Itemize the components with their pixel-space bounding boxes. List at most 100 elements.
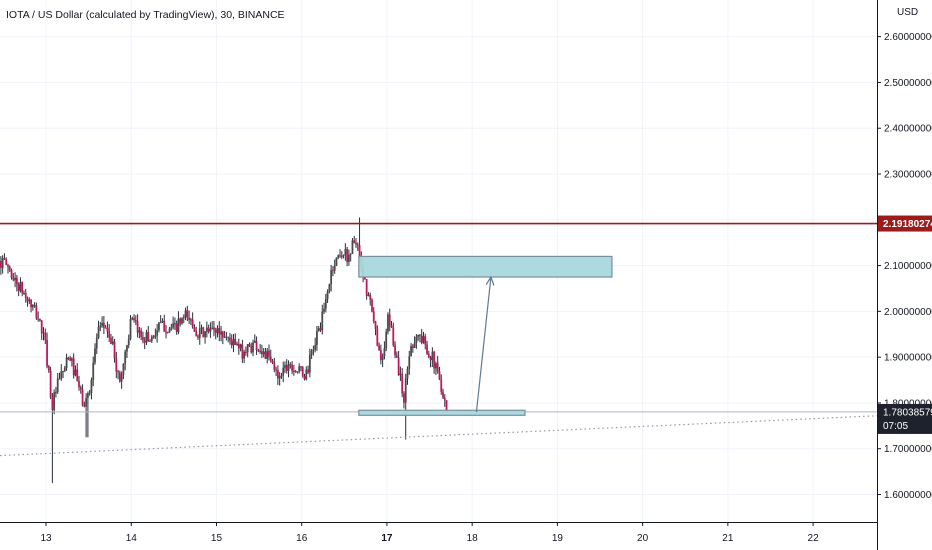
- candle-body: [67, 357, 70, 359]
- candle-body: [259, 351, 262, 353]
- candle: [223, 330, 226, 339]
- candle-body: [28, 299, 31, 302]
- candle-countdown: 07:05: [883, 421, 908, 432]
- candle-body: [225, 336, 228, 338]
- candle: [209, 322, 212, 338]
- candle-body: [319, 328, 322, 331]
- projection-arrow-line[interactable]: [475, 276, 492, 413]
- candle: [369, 292, 372, 306]
- support-zone[interactable]: [358, 409, 526, 416]
- candle-body: [429, 357, 432, 361]
- candle-body: [140, 330, 143, 338]
- candle: [419, 334, 421, 343]
- candle-body: [191, 319, 194, 328]
- candle-body: [294, 370, 297, 373]
- candle-body: [161, 320, 164, 323]
- candle-body: [0, 261, 2, 268]
- candle: [367, 292, 370, 297]
- candle-body: [260, 351, 263, 355]
- candle: [216, 325, 219, 338]
- candle-body: [69, 358, 72, 361]
- candle: [308, 348, 311, 378]
- candle: [387, 312, 389, 335]
- candle: [159, 315, 162, 324]
- candle: [440, 374, 443, 395]
- candle: [300, 366, 302, 372]
- candle-body: [426, 344, 428, 354]
- candle: [378, 342, 380, 351]
- candle: [429, 355, 432, 368]
- candle: [250, 342, 253, 354]
- candle-body: [24, 292, 27, 299]
- candle: [202, 326, 205, 338]
- arrow-head-icon: [485, 275, 495, 286]
- candle-body: [142, 337, 144, 341]
- candle-body: [220, 331, 222, 335]
- candle-body: [166, 332, 169, 334]
- candle-body: [326, 291, 329, 299]
- candle-body: [339, 255, 341, 257]
- candle-body: [108, 331, 111, 338]
- candle-body: [316, 330, 318, 345]
- target-zone[interactable]: [358, 255, 613, 278]
- candle-body: [410, 346, 412, 357]
- candle: [28, 297, 31, 305]
- candle-body: [117, 371, 119, 373]
- current-price-badge: [878, 403, 932, 434]
- candle-body: [287, 364, 290, 371]
- candle: [431, 347, 434, 368]
- candle-body: [188, 317, 191, 320]
- candle: [435, 361, 437, 376]
- candle-body: [353, 240, 356, 243]
- candle-body: [97, 327, 100, 338]
- candle: [138, 326, 141, 339]
- price-labels-layer: 2.19180274 1.78038579 07:05: [878, 215, 932, 434]
- candle: [129, 315, 132, 341]
- candle-body: [86, 393, 89, 398]
- candle: [99, 322, 102, 332]
- candle: [278, 372, 281, 386]
- candle: [260, 344, 263, 359]
- candle: [154, 328, 157, 340]
- candle: [397, 350, 400, 376]
- candle: [53, 389, 56, 415]
- candle: [133, 314, 135, 323]
- price-tick-label: 1.90000000: [884, 353, 932, 364]
- candle-body: [399, 373, 402, 375]
- candle: [150, 334, 153, 344]
- candle: [131, 316, 134, 321]
- candle-body: [262, 351, 265, 355]
- candle: [186, 305, 189, 322]
- candle: [23, 290, 25, 295]
- candle-body: [177, 318, 180, 333]
- candle-body: [189, 319, 192, 321]
- candle-body: [184, 310, 187, 318]
- candle-body: [44, 332, 47, 340]
- candle-body: [12, 277, 15, 281]
- candle-body: [317, 328, 320, 331]
- candle-body: [79, 387, 82, 390]
- candle-body: [397, 357, 400, 375]
- candle: [106, 321, 109, 338]
- candle: [285, 359, 288, 374]
- candle: [42, 327, 45, 341]
- candle: [395, 351, 398, 358]
- candle-body: [367, 294, 370, 296]
- current-price-value: 1.78038579: [883, 407, 932, 418]
- candle-body: [35, 305, 38, 319]
- candle: [316, 325, 318, 351]
- candle: [122, 363, 125, 380]
- candle: [289, 362, 292, 369]
- candle: [156, 324, 159, 343]
- candle-body: [276, 370, 279, 379]
- candle-body: [200, 327, 203, 329]
- candle: [81, 384, 84, 407]
- candle: [314, 337, 317, 353]
- candle: [376, 325, 379, 347]
- candle: [200, 324, 203, 335]
- candle-body: [127, 339, 130, 346]
- candle: [31, 304, 34, 311]
- candle-body: [113, 341, 116, 359]
- candle-body: [88, 392, 91, 394]
